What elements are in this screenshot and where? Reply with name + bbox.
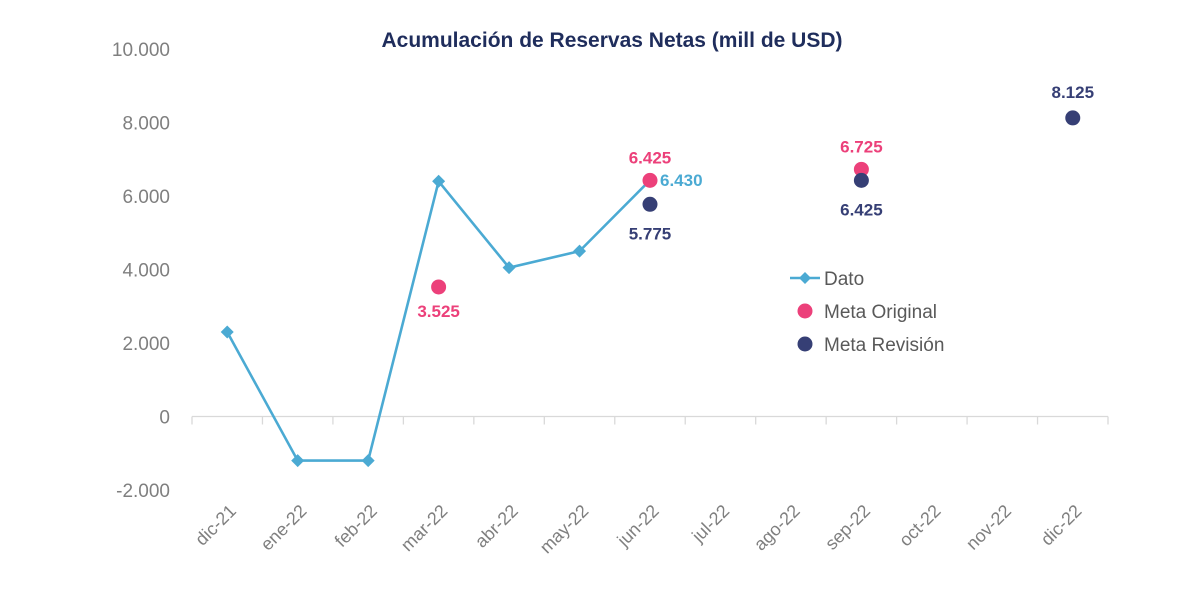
data-point-meta-revision — [853, 172, 869, 188]
legend-swatch-marker — [797, 336, 813, 352]
data-label-meta-revision: 8.125 — [1051, 83, 1094, 102]
data-point-dato — [220, 325, 234, 339]
data-label-meta-original: 6.425 — [629, 148, 672, 167]
y-tick-label: 0 — [159, 408, 170, 429]
data-label-meta-revision: 6.425 — [840, 200, 883, 219]
y-tick-label: 6.000 — [122, 187, 170, 208]
chart-title: Acumulación de Reservas Netas (mill de U… — [382, 29, 843, 52]
data-point-dato — [361, 454, 375, 468]
x-tick-label: mar-22 — [397, 501, 451, 555]
x-tick-label: oct-22 — [895, 501, 945, 551]
legend-swatch-marker — [799, 272, 811, 284]
legend-label: Meta Original — [824, 302, 937, 323]
legend-label: Dato — [824, 269, 864, 290]
data-point-meta-revision — [642, 196, 658, 212]
data-labels: 6.430 3.525 6.425 6.725 5.775 6.425 8.125 — [417, 83, 1094, 321]
data-label-meta-original: 3.525 — [417, 302, 460, 321]
x-tick-label: dic-22 — [1037, 501, 1086, 550]
x-tick-label: jun-22 — [613, 501, 663, 551]
x-tick-label: dic-21 — [191, 501, 240, 550]
x-tick-label: ene-22 — [257, 501, 311, 555]
x-tick-label: feb-22 — [331, 501, 381, 551]
data-label-dato: 6.430 — [660, 171, 703, 190]
data-point-dato — [573, 244, 587, 258]
x-tick-label: jul-22 — [687, 501, 733, 547]
data-point-dato — [432, 174, 446, 188]
y-tick-label: -2.000 — [116, 481, 170, 502]
legend-item-meta-revision: Meta Revisión — [797, 335, 944, 356]
data-point-meta-original — [853, 161, 869, 177]
y-tick-label: 10.000 — [112, 40, 170, 61]
x-tick-label: ago-22 — [750, 501, 804, 555]
legend-swatch-marker — [797, 303, 813, 319]
data-point-dato — [291, 454, 305, 468]
data-point-meta-original — [642, 172, 658, 188]
data-label-meta-original: 6.725 — [840, 137, 883, 156]
data-point-meta-original — [431, 279, 447, 295]
y-tick-label: 2.000 — [122, 334, 170, 355]
x-tick-label: nov-22 — [962, 501, 1015, 554]
legend-label: Meta Revisión — [824, 335, 944, 356]
x-tick-label: abr-22 — [471, 501, 522, 552]
data-point-meta-revision — [1065, 110, 1081, 126]
legend-item-meta-original: Meta Original — [797, 302, 937, 323]
y-tick-label: 8.000 — [122, 114, 170, 135]
data-label-meta-revision: 5.775 — [629, 224, 672, 243]
y-axis: 10.000 8.000 6.000 4.000 2.000 0 -2.000 — [112, 40, 170, 502]
x-tick-label: may-22 — [536, 501, 593, 558]
x-tick-label: sep-22 — [821, 501, 874, 554]
data-point-dato — [502, 261, 516, 275]
legend: Dato Meta Original Meta Revisión — [790, 269, 944, 356]
x-axis: dic-21 ene-22 feb-22 mar-22 abr-22 may-22 jun-… — [191, 415, 1109, 558]
plot-area — [220, 110, 1081, 468]
legend-item-dato: Dato — [790, 269, 864, 290]
y-tick-label: 4.000 — [122, 261, 170, 282]
